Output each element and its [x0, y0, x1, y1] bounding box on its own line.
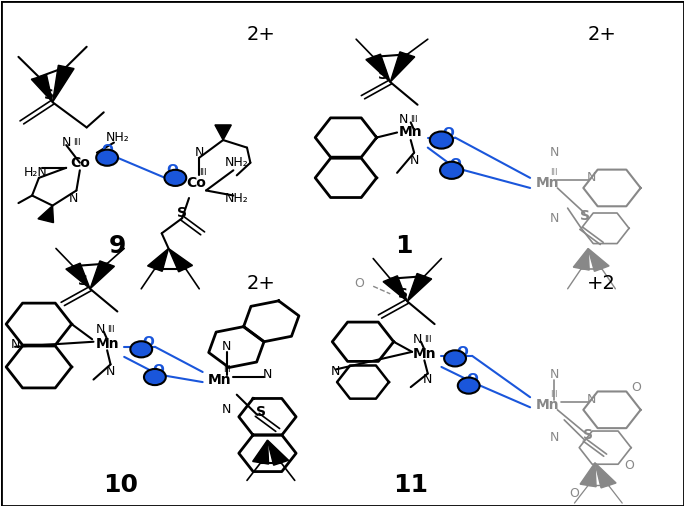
Circle shape [458, 378, 480, 393]
Text: O: O [466, 372, 478, 385]
Text: S: S [177, 206, 187, 220]
Text: N: N [549, 212, 559, 225]
Text: O: O [443, 126, 454, 140]
Polygon shape [595, 463, 616, 488]
Text: Mn: Mn [536, 398, 559, 412]
Text: 2+: 2+ [246, 274, 275, 293]
Text: N: N [96, 322, 105, 336]
Text: O: O [456, 345, 468, 359]
Polygon shape [147, 248, 169, 271]
Polygon shape [66, 263, 90, 289]
Text: III: III [424, 335, 432, 344]
Circle shape [164, 170, 186, 186]
Circle shape [429, 131, 453, 149]
Text: N: N [399, 114, 408, 126]
Text: O: O [624, 459, 634, 472]
Polygon shape [366, 54, 390, 82]
Text: N: N [587, 393, 596, 406]
Circle shape [440, 162, 463, 179]
Text: N: N [587, 171, 596, 185]
Polygon shape [53, 65, 74, 102]
Text: 9: 9 [109, 234, 126, 258]
Text: N: N [413, 333, 422, 346]
Circle shape [130, 341, 152, 357]
Text: O: O [166, 163, 178, 177]
Polygon shape [169, 248, 192, 272]
Text: Co: Co [186, 176, 206, 190]
Text: S: S [256, 405, 266, 419]
Text: N: N [62, 136, 71, 149]
Text: 11: 11 [393, 474, 428, 497]
Text: III: III [107, 324, 114, 334]
Polygon shape [383, 276, 408, 301]
Text: N: N [423, 373, 432, 386]
Circle shape [444, 350, 466, 367]
Polygon shape [32, 75, 53, 102]
Text: N: N [549, 431, 559, 444]
Polygon shape [38, 206, 53, 223]
Text: Mn: Mn [412, 347, 436, 361]
Text: +2: +2 [587, 274, 616, 293]
Text: O: O [142, 335, 154, 349]
Polygon shape [253, 440, 269, 464]
Text: III: III [73, 138, 80, 147]
Text: NH₂: NH₂ [225, 192, 249, 204]
Text: N: N [331, 366, 340, 379]
Text: S: S [78, 274, 88, 288]
Polygon shape [215, 125, 232, 140]
Text: Mn: Mn [95, 337, 119, 351]
Text: NH₂: NH₂ [225, 156, 249, 169]
Text: N: N [195, 146, 204, 159]
Text: 1: 1 [395, 234, 412, 258]
Text: 2+: 2+ [246, 25, 275, 44]
Polygon shape [408, 273, 432, 301]
Text: 2+: 2+ [587, 25, 616, 44]
Text: NH₂: NH₂ [105, 131, 129, 144]
Text: III: III [410, 116, 418, 124]
Polygon shape [573, 248, 589, 270]
Text: N: N [222, 340, 232, 353]
Text: N: N [68, 192, 77, 204]
Text: S: S [583, 428, 593, 442]
Text: O: O [101, 143, 113, 157]
Text: O: O [152, 364, 164, 378]
Text: Mn: Mn [399, 126, 423, 139]
Polygon shape [588, 248, 609, 271]
Text: S: S [44, 88, 54, 102]
Text: 10: 10 [103, 474, 138, 497]
Text: N: N [410, 154, 419, 167]
Text: Co: Co [70, 156, 90, 170]
Text: H₂N: H₂N [23, 166, 47, 179]
Text: III: III [199, 168, 206, 177]
Polygon shape [267, 440, 288, 465]
Text: III: III [550, 168, 558, 177]
Text: N: N [263, 368, 272, 381]
Text: S: S [580, 209, 590, 223]
Polygon shape [580, 463, 596, 487]
Text: N: N [10, 338, 20, 351]
Text: N: N [549, 146, 559, 159]
Circle shape [144, 369, 166, 385]
Text: S: S [378, 67, 388, 82]
Text: O: O [449, 157, 461, 171]
Text: O: O [355, 277, 364, 290]
Text: N: N [106, 366, 115, 379]
Text: III: III [223, 365, 230, 374]
Text: O: O [569, 487, 580, 499]
Circle shape [96, 150, 118, 166]
Text: III: III [550, 390, 558, 399]
Text: S: S [397, 287, 408, 301]
Text: N: N [222, 403, 232, 416]
Text: Mn: Mn [208, 373, 232, 386]
Polygon shape [90, 261, 114, 289]
Text: Mn: Mn [536, 176, 559, 190]
Polygon shape [390, 52, 414, 82]
Text: O: O [631, 381, 640, 393]
Text: N: N [549, 368, 559, 381]
